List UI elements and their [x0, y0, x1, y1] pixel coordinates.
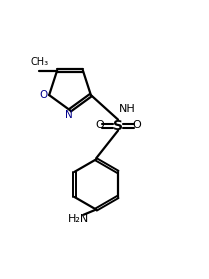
- Text: CH₃: CH₃: [30, 57, 48, 67]
- Text: O: O: [39, 90, 47, 100]
- Text: H₂N: H₂N: [68, 214, 89, 224]
- Text: N: N: [65, 110, 73, 120]
- Text: NH: NH: [119, 104, 136, 114]
- Text: O: O: [95, 121, 104, 131]
- Text: S: S: [113, 119, 123, 133]
- Text: O: O: [133, 121, 141, 131]
